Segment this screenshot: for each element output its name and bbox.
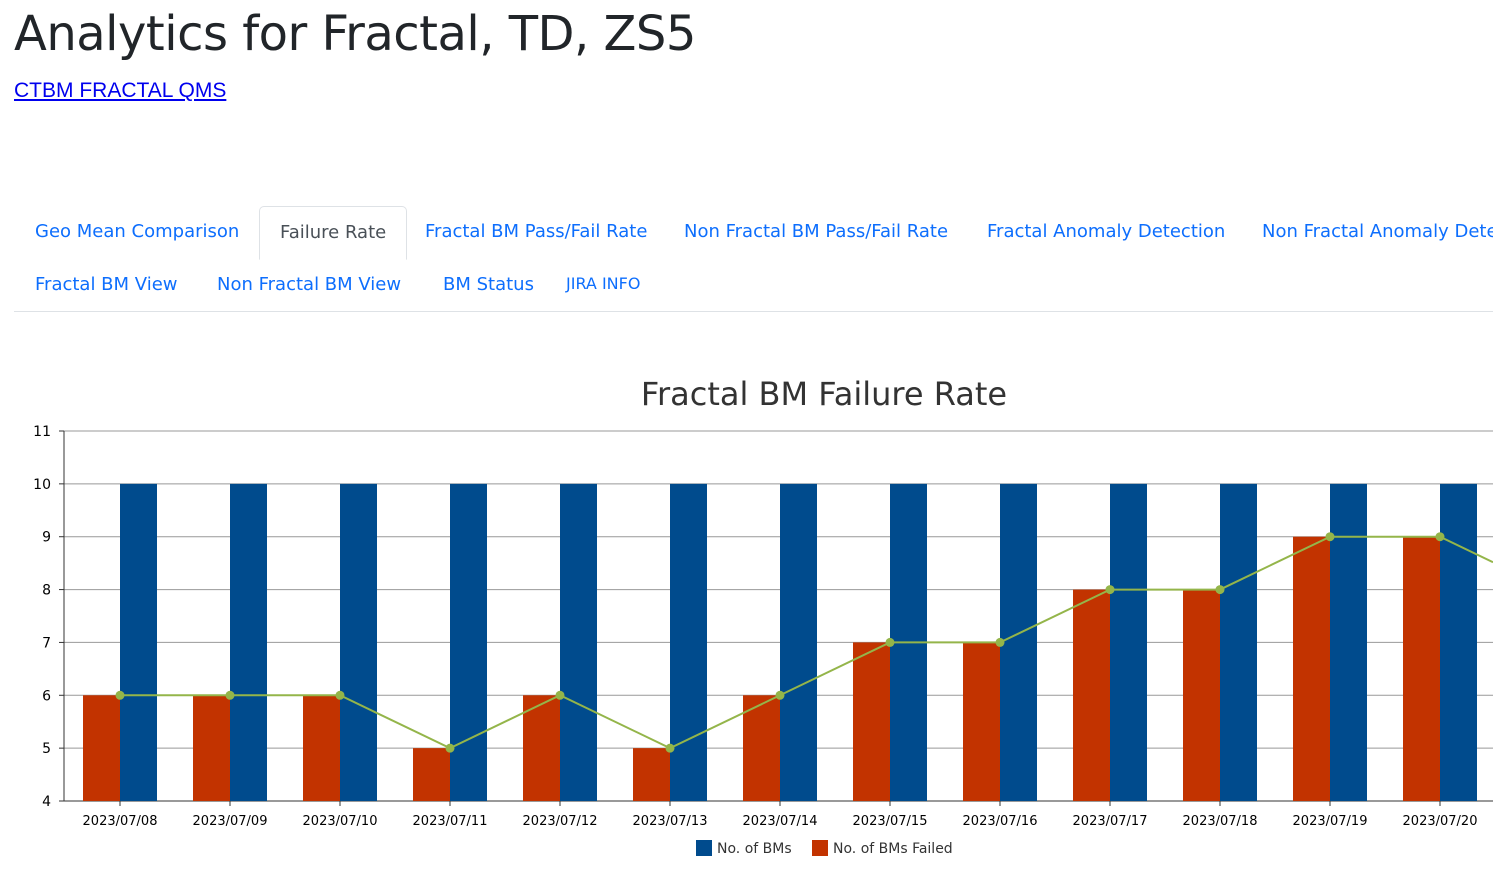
total-bar xyxy=(1000,483,1037,801)
trend-point xyxy=(555,690,565,700)
tab-non-fractal-bm-view[interactable]: Non Fractal BM View xyxy=(217,274,402,295)
tab-fractal-anomaly-detection[interactable]: Fractal Anomaly Detection xyxy=(987,221,1226,242)
failed-bar xyxy=(1403,536,1440,801)
failed-bar xyxy=(413,748,450,801)
x-tick-label: 2023/07/20 xyxy=(1403,814,1478,829)
x-tick-label: 2023/07/08 xyxy=(83,814,158,829)
failure-rate-chart: Fractal BM Failure Rate 4 5 6 7 8 9 10 11 2023/07… xyxy=(0,360,1493,870)
trend-point xyxy=(1215,585,1225,595)
tab-fractal-bm-view[interactable]: Fractal BM View xyxy=(35,274,178,295)
failed-bar xyxy=(1073,589,1110,801)
total-bar xyxy=(1330,483,1367,801)
y-tick-label: 10 xyxy=(33,477,51,493)
x-tick-label: 2023/07/15 xyxy=(853,814,928,829)
trend-point xyxy=(1105,585,1115,595)
y-tick-label: 5 xyxy=(42,741,51,757)
failed-bar xyxy=(963,642,1000,801)
x-tick-label: 2023/07/14 xyxy=(743,814,818,829)
tab-geo-mean-comparison[interactable]: Geo Mean Comparison xyxy=(35,221,240,242)
x-tick-label: 2023/07/13 xyxy=(633,814,708,829)
total-bar xyxy=(560,483,597,801)
x-tick-label: 2023/07/12 xyxy=(523,814,598,829)
total-bar xyxy=(450,483,487,801)
total-bar xyxy=(120,483,157,801)
failure-trend-line xyxy=(120,535,1493,750)
trend-point xyxy=(445,743,455,753)
y-tick-label: 11 xyxy=(33,424,51,440)
legend-swatch-total xyxy=(696,840,712,856)
y-tick-label: 9 xyxy=(42,530,51,546)
y-tick-label: 6 xyxy=(42,688,51,704)
failed-bar xyxy=(83,695,120,801)
chart-title: Fractal BM Failure Rate xyxy=(641,375,1007,413)
chart-svg: Fractal BM Failure Rate 4 5 6 7 8 9 10 11 2023/07… xyxy=(33,375,1493,857)
x-tick-label: 2023/07/10 xyxy=(303,814,378,829)
total-bar xyxy=(1440,483,1477,801)
page-title: Analytics for Fractal, TD, ZS5 xyxy=(14,6,696,62)
y-tick-label: 4 xyxy=(42,794,51,810)
x-tick-label: 2023/07/17 xyxy=(1073,814,1148,829)
total-bar xyxy=(340,483,377,801)
total-bar xyxy=(670,483,707,801)
ctbm-fractal-qms-link[interactable]: CTBM FRACTAL QMS xyxy=(14,79,227,102)
failed-bar xyxy=(1183,589,1220,801)
failed-bar xyxy=(193,695,230,801)
legend-label-total: No. of BMs xyxy=(717,841,792,857)
legend-label-failed: No. of BMs Failed xyxy=(833,841,953,857)
y-tick-label: 7 xyxy=(42,635,51,651)
x-tick-label: 2023/07/16 xyxy=(963,814,1038,829)
failed-bar xyxy=(1293,536,1330,801)
trend-point xyxy=(665,743,675,753)
x-tick-label: 2023/07/19 xyxy=(1293,814,1368,829)
tab-bar: Geo Mean Comparison Failure Rate Fractal… xyxy=(14,206,1493,312)
tab-failure-rate[interactable]: Failure Rate xyxy=(259,206,408,260)
x-tick-label: 2023/07/09 xyxy=(193,814,268,829)
y-tick-label: 8 xyxy=(42,583,51,599)
trend-point xyxy=(1435,532,1445,542)
tab-non-fractal-anomaly-detection[interactable]: Non Fractal Anomaly Dete xyxy=(1262,221,1493,242)
trend-point xyxy=(335,690,345,700)
trend-point xyxy=(885,637,895,647)
failed-bar xyxy=(523,695,560,801)
x-tick-label: 2023/07/11 xyxy=(413,814,488,829)
trend-point xyxy=(115,690,125,700)
trend-point xyxy=(775,690,785,700)
tab-fractal-bm-pass-fail-rate[interactable]: Fractal BM Pass/Fail Rate xyxy=(425,221,648,242)
failed-bar xyxy=(303,695,340,801)
tab-non-fractal-bm-pass-fail-rate[interactable]: Non Fractal BM Pass/Fail Rate xyxy=(684,221,949,242)
total-bar xyxy=(1110,483,1147,801)
total-bar xyxy=(780,483,817,801)
legend-swatch-failed xyxy=(812,840,828,856)
failed-bar xyxy=(743,695,780,801)
total-bar xyxy=(1220,483,1257,801)
total-bar xyxy=(230,483,267,801)
trend-point xyxy=(225,690,235,700)
x-tick-label: 2023/07/18 xyxy=(1183,814,1258,829)
trend-point xyxy=(995,637,1005,647)
tab-jira-info[interactable]: JIRA INFO xyxy=(566,274,641,293)
trend-point xyxy=(1325,532,1335,542)
tab-bm-status[interactable]: BM Status xyxy=(443,274,534,295)
failed-bar xyxy=(633,748,670,801)
failed-bar xyxy=(853,642,890,801)
